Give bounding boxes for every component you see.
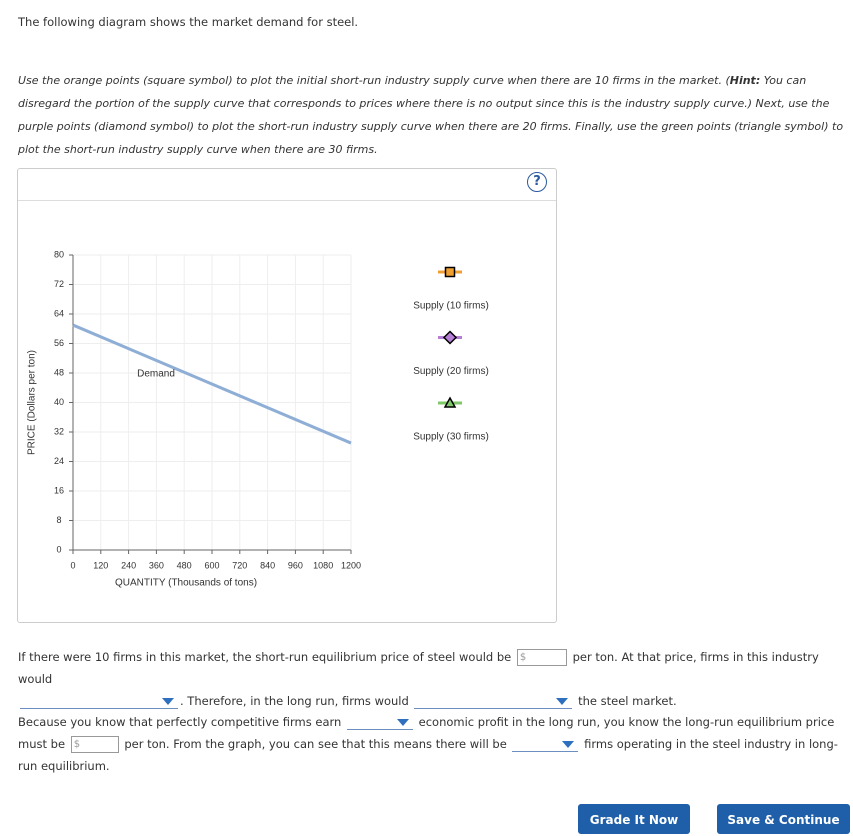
y-tick-label: 40 bbox=[54, 397, 64, 407]
x-tick-label: 360 bbox=[149, 560, 164, 570]
dropdown[interactable] bbox=[347, 715, 413, 730]
y-tick-label: 56 bbox=[54, 338, 64, 348]
save-button[interactable]: Save & Continue bbox=[717, 804, 850, 834]
hint-label: Hint: bbox=[729, 74, 761, 87]
x-tick-label: 720 bbox=[232, 560, 247, 570]
dropdown[interactable] bbox=[20, 694, 178, 709]
x-tick-label: 600 bbox=[204, 560, 219, 570]
price-input[interactable]: $ bbox=[516, 649, 567, 666]
y-tick-label: 32 bbox=[54, 426, 64, 436]
x-tick-label: 240 bbox=[121, 560, 136, 570]
q-text: economic profit in the long run, you kno… bbox=[18, 715, 835, 751]
y-tick-label: 8 bbox=[56, 515, 61, 525]
q-text: firms operating in the steel industry in… bbox=[18, 737, 838, 773]
price-input[interactable]: $ bbox=[70, 736, 119, 753]
instr-text: You can disregard the portion of the sup… bbox=[18, 74, 844, 156]
q-text: the steel market. bbox=[578, 694, 677, 708]
y-tick-label: 64 bbox=[54, 308, 64, 318]
q-text: Because you know that perfectly competit… bbox=[18, 715, 342, 729]
x-tick-label: 120 bbox=[93, 560, 108, 570]
y-tick-label: 16 bbox=[54, 485, 64, 495]
legend-label: Supply (30 firms) bbox=[413, 432, 489, 443]
instr-text: Use the orange points (square symbol) to… bbox=[18, 74, 730, 87]
dropdown[interactable] bbox=[512, 737, 579, 752]
y-tick-label: 72 bbox=[54, 279, 64, 289]
q-text: . Therefore, in the long run, firms woul… bbox=[180, 694, 409, 708]
y-tick-label: 48 bbox=[54, 367, 64, 377]
graph-panel: 0 8 16 24 32 40 48 56 64 72 80 0 120 240 360 480 600 720 8… bbox=[17, 168, 557, 623]
grade-button[interactable]: Grade It Now bbox=[578, 804, 690, 834]
question-1: If there were 10 firms in this market, t… bbox=[18, 646, 846, 712]
question-2: Because you know that perfectly competit… bbox=[18, 711, 846, 777]
x-tick-label: 840 bbox=[260, 560, 275, 570]
demand-line bbox=[72, 323, 352, 445]
help-icon[interactable]: ? bbox=[527, 172, 547, 192]
legend-label: Supply (20 firms) bbox=[413, 366, 489, 377]
x-axis-label: QUANTITY (Thousands of tons) bbox=[115, 578, 257, 589]
y-tick-label: 0 bbox=[56, 544, 61, 554]
x-tick-label: 0 bbox=[70, 560, 75, 570]
y-tick-label: 80 bbox=[54, 249, 64, 259]
y-tick-label: 24 bbox=[54, 456, 64, 466]
x-tick-label: 960 bbox=[288, 560, 303, 570]
legend-marker bbox=[442, 330, 458, 345]
x-tick-label: 1200 bbox=[341, 560, 361, 570]
panel-bar bbox=[18, 169, 556, 201]
y-axis-label: PRICE (Dollars per ton) bbox=[27, 350, 38, 455]
x-tick-label: 480 bbox=[177, 560, 192, 570]
legend-marker bbox=[443, 396, 457, 408]
dropdown[interactable] bbox=[414, 694, 573, 709]
x-tick-label: 1080 bbox=[313, 560, 333, 570]
chart: 0 8 16 24 32 40 48 56 64 72 80 0 120 240 360 480 600 720 8… bbox=[27, 249, 489, 589]
q-text: per ton. At that price, firms in this in… bbox=[18, 650, 819, 686]
legend-marker bbox=[444, 266, 456, 278]
intro: The following diagram shows the market d… bbox=[18, 15, 359, 29]
legend-label: Supply (10 firms) bbox=[413, 301, 489, 312]
instructions: Use the orange points (square symbol) to… bbox=[18, 69, 853, 161]
q-text: per ton. From the graph, you can see tha… bbox=[124, 737, 507, 751]
series-label: Demand bbox=[137, 369, 175, 380]
q-text: If there were 10 firms in this market, t… bbox=[18, 650, 512, 664]
